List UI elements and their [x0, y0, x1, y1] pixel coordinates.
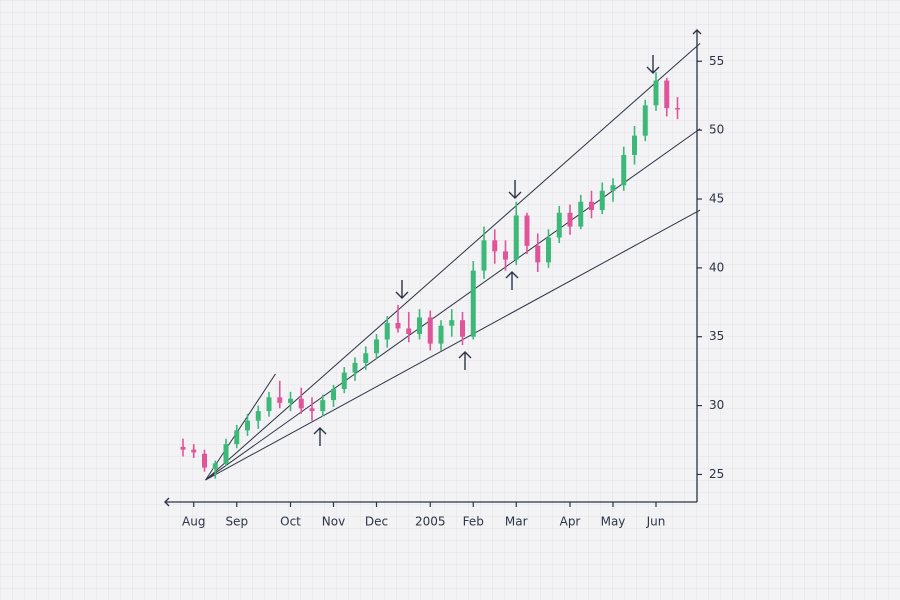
candle-body: [460, 320, 465, 337]
y-tick-label: 50: [709, 123, 724, 137]
candle-body: [202, 453, 207, 468]
candle-body: [675, 108, 680, 110]
up-arrow: [313, 427, 327, 446]
candle-body: [309, 408, 315, 412]
candle-body: [427, 317, 433, 344]
down-arrow: [395, 280, 409, 299]
candle-body: [632, 135, 637, 155]
x-tick-label: 2005: [415, 515, 446, 529]
candle-body: [642, 105, 648, 136]
down-arrow: [646, 55, 660, 74]
candle-body: [610, 185, 616, 191]
fan-line: [205, 128, 701, 481]
candle-body: [277, 397, 283, 403]
x-tick-label: Jun: [646, 515, 666, 529]
candle-body: [352, 362, 358, 373]
candle-body: [320, 400, 326, 412]
candle-body: [621, 154, 627, 186]
candle-body: [363, 353, 369, 363]
y-tick-label: 25: [709, 467, 724, 481]
x-tick-label: Sep: [225, 515, 248, 529]
signal-arrows: [313, 55, 660, 446]
candle-body: [470, 270, 476, 337]
x-tick-label: Oct: [280, 515, 301, 529]
candle-body: [341, 372, 347, 390]
candle-body: [546, 237, 551, 263]
candle-body: [513, 215, 519, 260]
candle-body: [245, 420, 250, 431]
candle-body: [599, 190, 605, 211]
x-tick-label: Aug: [182, 515, 205, 529]
x-tick-label: Nov: [322, 515, 345, 529]
candle-body: [417, 317, 422, 334]
candle-body: [266, 397, 272, 412]
up-arrow: [458, 351, 472, 370]
candle-body: [298, 398, 304, 409]
candle-body: [578, 201, 584, 227]
x-tick-label: May: [601, 515, 626, 529]
y-tick-label: 40: [709, 260, 724, 274]
x-tick-label: Feb: [463, 515, 484, 529]
candle-body: [653, 80, 659, 106]
x-tick-label: Dec: [365, 515, 388, 529]
candle-body: [406, 328, 412, 334]
candle-body: [664, 80, 670, 109]
candle-body: [384, 322, 390, 340]
y-tick-label: 30: [709, 398, 724, 412]
candle-body: [395, 322, 401, 329]
x-tick-label: Apr: [560, 515, 581, 529]
candle-body: [535, 245, 541, 263]
candle-body: [191, 449, 197, 453]
candle-body: [524, 215, 530, 246]
candle-body: [567, 212, 573, 227]
down-arrow: [508, 180, 522, 199]
candle-body: [255, 411, 261, 421]
x-tick-label: Mar: [505, 515, 528, 529]
y-tick-label: 45: [709, 192, 724, 206]
candle-body: [234, 430, 240, 445]
fan-line: [205, 42, 701, 481]
candle-body: [503, 251, 508, 260]
candle-body: [212, 463, 218, 469]
fan-line: [205, 373, 276, 481]
candle-body: [492, 240, 498, 252]
candle-body: [481, 240, 487, 271]
candle-body: [589, 201, 594, 211]
candle-body: [180, 446, 186, 450]
y-tick-label: 55: [709, 54, 724, 68]
candle-body: [438, 325, 444, 344]
candle-body: [374, 339, 379, 354]
fan-line: [205, 209, 701, 481]
candle-body: [288, 398, 293, 403]
candle-body: [223, 444, 229, 464]
y-tick-label: 35: [709, 329, 724, 343]
candle-body: [449, 320, 455, 326]
candle-body: [556, 212, 562, 238]
up-arrow: [505, 271, 519, 290]
candle-body: [331, 389, 336, 401]
